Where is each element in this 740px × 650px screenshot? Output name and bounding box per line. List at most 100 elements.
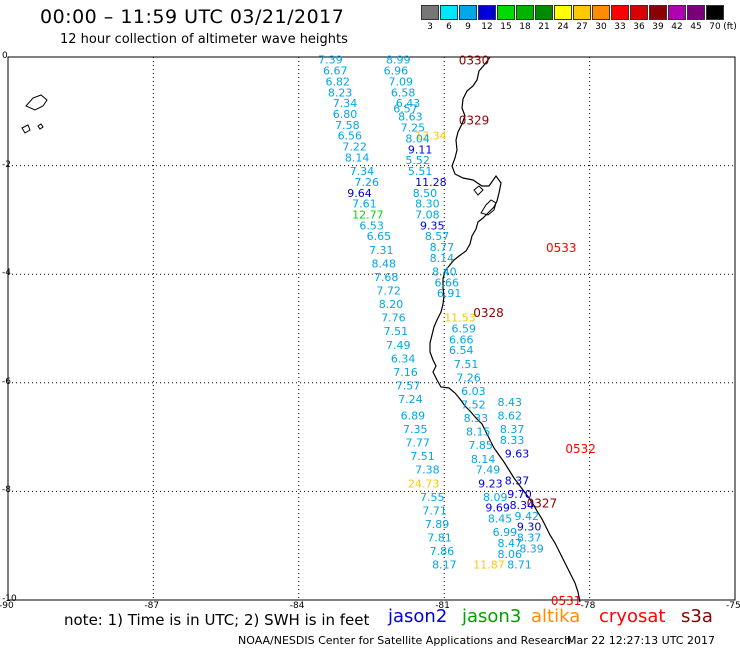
gulf-island bbox=[480, 199, 497, 216]
latitude-tick-label: -2 bbox=[2, 159, 11, 170]
scale-tick-label: 15 bbox=[500, 22, 512, 32]
scale-swatch bbox=[459, 5, 477, 20]
gulf-island-small bbox=[473, 185, 484, 196]
map-border bbox=[7, 56, 736, 601]
scale-tick-label: 9 bbox=[465, 22, 471, 32]
wave-height-value: 8.43 bbox=[498, 396, 522, 409]
scale-tick-label: 12 bbox=[481, 22, 493, 32]
wave-height-value: 7.77 bbox=[405, 437, 430, 450]
wave-height-value: 9.35 bbox=[420, 219, 445, 232]
wave-height-value: 8.14 bbox=[345, 151, 370, 164]
wave-height-value: 5.52 bbox=[405, 154, 430, 167]
wave-height-value: 7.86 bbox=[430, 545, 455, 558]
wave-height-value: 6.82 bbox=[325, 75, 350, 88]
wave-height-value: 9.11 bbox=[408, 143, 433, 156]
wave-height-value: 8.48 bbox=[372, 257, 397, 270]
wave-height-value: 8.40 bbox=[432, 265, 457, 278]
wave-height-value: 8.71 bbox=[507, 559, 532, 572]
wave-height-value: 7.55 bbox=[420, 491, 445, 504]
pass-time-label: 0327 bbox=[527, 496, 558, 510]
wave-height-value: 7.09 bbox=[388, 75, 413, 88]
wave-height-value: 8.14 bbox=[471, 453, 496, 466]
wave-height-value: 7.24 bbox=[398, 393, 423, 406]
wave-height-value: 7.38 bbox=[415, 464, 440, 477]
wave-height-observations: 7.39 8.99 6.67 6.96 6.82 7.09 8.23 6.58 7.34 6.43… bbox=[318, 54, 544, 572]
satellite-legend-item: jason3 bbox=[462, 606, 522, 627]
wave-height-value: 8.33 bbox=[464, 412, 489, 425]
wave-height-value: 7.76 bbox=[381, 312, 406, 325]
page-subtitle: 12 hour collection of altimeter wave hei… bbox=[60, 32, 348, 47]
wave-height-value: 7.08 bbox=[415, 208, 440, 221]
scale-tick-label: 39 bbox=[652, 22, 664, 32]
wave-height-value: 7.35 bbox=[403, 423, 428, 436]
wave-height-value: 11.87 bbox=[473, 559, 505, 572]
wave-height-value: 8.34 bbox=[510, 499, 535, 512]
scale-swatch bbox=[592, 5, 610, 20]
scale-tick-label: 30 bbox=[595, 22, 607, 32]
longitude-tick-label: -87 bbox=[144, 601, 160, 611]
longitude-tick-label: -90 bbox=[0, 601, 14, 611]
wave-height-value: 7.26 bbox=[355, 176, 380, 189]
scale-swatch bbox=[478, 5, 496, 20]
wave-height-value: 8.47 bbox=[498, 537, 522, 550]
longitude-tick-label: -75 bbox=[726, 601, 740, 611]
scale-tick-label: 6 bbox=[446, 22, 452, 32]
wave-height-value: 9.23 bbox=[478, 477, 503, 490]
satellite-legend-item: s3a bbox=[681, 606, 713, 627]
wave-height-value: 8.33 bbox=[500, 434, 524, 447]
wave-height-value: 8.50 bbox=[413, 187, 438, 200]
wave-height-value: 6.53 bbox=[359, 219, 384, 232]
wave-height-value: 8.15 bbox=[466, 426, 491, 439]
latitude-tick-label: -10 bbox=[2, 594, 17, 604]
wave-height-value: 8.09 bbox=[483, 491, 508, 504]
scale-tick-label: 36 bbox=[633, 22, 645, 32]
scale-swatch bbox=[573, 5, 591, 20]
scale-tick-label: 70 bbox=[709, 22, 721, 32]
wave-height-value: 6.58 bbox=[391, 86, 416, 99]
map-frame bbox=[7, 56, 736, 601]
wave-height-value: 7.49 bbox=[386, 339, 411, 352]
wave-height-value: 7.16 bbox=[393, 366, 418, 379]
satellite-legend-item: altika bbox=[531, 606, 581, 627]
wave-height-value: 24.73 bbox=[408, 477, 440, 490]
scale-swatch bbox=[440, 5, 458, 20]
wave-height-value: 7.57 bbox=[396, 380, 421, 393]
wave-height-value: 7.58 bbox=[335, 119, 360, 132]
wave-height-value: 9.30 bbox=[517, 521, 542, 534]
pass-time-label: 0329 bbox=[459, 113, 490, 127]
wave-height-value: 9.42 bbox=[514, 510, 539, 523]
wave-height-value: 9.69 bbox=[485, 502, 510, 515]
wave-height-value: 7.51 bbox=[410, 450, 435, 463]
satellite-legend-item: cryosat bbox=[599, 606, 666, 627]
wave-height-value: 7.68 bbox=[374, 271, 399, 284]
scale-unit-label: (ft) bbox=[723, 22, 737, 32]
wave-height-value: 7.39 bbox=[318, 54, 343, 67]
wave-height-value: 6.89 bbox=[401, 409, 426, 422]
wave-height-value: 6.65 bbox=[367, 230, 392, 243]
wave-height-value: 8.77 bbox=[430, 241, 455, 254]
wave-height-value: 7.34 bbox=[333, 97, 358, 110]
wave-height-value: 6.80 bbox=[333, 108, 358, 121]
wave-height-value: 8.39 bbox=[519, 542, 544, 555]
scale-swatch bbox=[421, 5, 439, 20]
wave-height-value: 6.66 bbox=[435, 276, 460, 289]
wave-height-value: 7.26 bbox=[456, 371, 481, 384]
wave-height-value: 6.56 bbox=[338, 130, 363, 143]
wave-height-value: 13.34 bbox=[415, 130, 447, 143]
longitude-tick-label: -78 bbox=[580, 601, 596, 611]
galapagos-island-tiny bbox=[37, 123, 44, 130]
scale-swatch bbox=[611, 5, 629, 20]
scale-swatch bbox=[554, 5, 572, 20]
footer-note: note: 1) Time is in UTC; 2) SWH is in fe… bbox=[64, 611, 370, 629]
wave-height-value: 8.57 bbox=[425, 230, 450, 243]
wave-height-value: 7.81 bbox=[427, 532, 452, 545]
wave-height-value: 8.37 bbox=[505, 475, 530, 488]
credit-line: NOAA/NESDIS Center for Satellite Applica… bbox=[238, 634, 572, 647]
wave-height-value: 8.23 bbox=[328, 86, 353, 99]
wave-height-value: 6.03 bbox=[461, 385, 486, 398]
wave-height-value: 7.85 bbox=[468, 439, 493, 452]
wave-height-value: 8.17 bbox=[432, 559, 457, 572]
wave-height-value: 8.45 bbox=[488, 513, 513, 526]
longitude-tick-label: -84 bbox=[289, 601, 305, 611]
